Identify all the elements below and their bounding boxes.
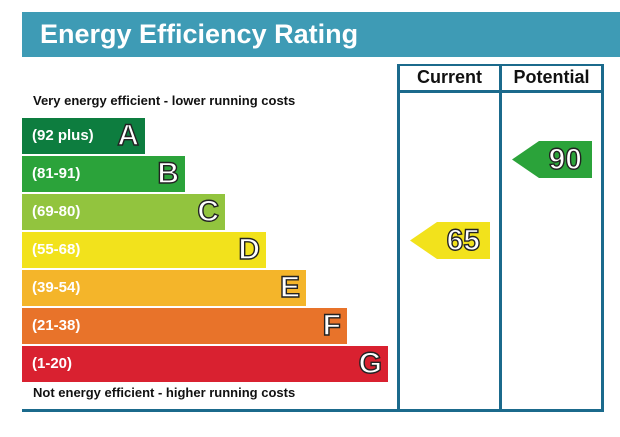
title-bar: Energy Efficiency Rating <box>22 12 620 57</box>
band-g-range: (1-20) <box>32 355 73 372</box>
current-column-header: Current <box>416 67 482 87</box>
band-c-letter: C <box>197 194 220 228</box>
potential-rating-arrow: 90 <box>512 141 592 178</box>
frame-mid-line <box>499 64 502 412</box>
band-e-letter: E <box>279 270 300 304</box>
band-f-range: (21-38) <box>32 317 81 334</box>
frame-right-line <box>601 64 604 412</box>
band-d-range: (55-68) <box>32 241 81 258</box>
inefficient-note: Not energy efficient - higher running co… <box>33 385 296 400</box>
potential-column-header: Potential <box>513 67 590 87</box>
band-g-letter: G <box>358 346 383 380</box>
band-b-range: (81-91) <box>32 165 81 182</box>
frame-bottom-line <box>22 409 604 412</box>
potential-rating-value: 90 <box>548 142 583 176</box>
chart-title: Energy Efficiency Rating <box>40 19 359 49</box>
band-d-letter: D <box>238 232 261 266</box>
band-c-range: (69-80) <box>32 203 81 220</box>
band-g: (1-20) G <box>22 346 388 382</box>
band-b: (81-91) B <box>22 156 185 192</box>
band-d: (55-68) D <box>22 232 266 268</box>
frame-left-line <box>397 64 400 412</box>
current-rating-value: 65 <box>446 223 481 257</box>
band-e: (39-54) E <box>22 270 306 306</box>
band-f-letter: F <box>322 308 342 342</box>
band-a-letter: A <box>117 118 140 152</box>
band-f: (21-38) F <box>22 308 347 344</box>
band-a-range: (92 plus) <box>32 127 94 144</box>
band-b-letter: B <box>157 156 180 190</box>
efficient-note: Very energy efficient - lower running co… <box>33 93 296 108</box>
band-e-range: (39-54) <box>32 279 81 296</box>
band-a: (92 plus) A <box>22 118 145 154</box>
band-c: (69-80) C <box>22 194 225 230</box>
current-rating-arrow: 65 <box>410 222 490 259</box>
